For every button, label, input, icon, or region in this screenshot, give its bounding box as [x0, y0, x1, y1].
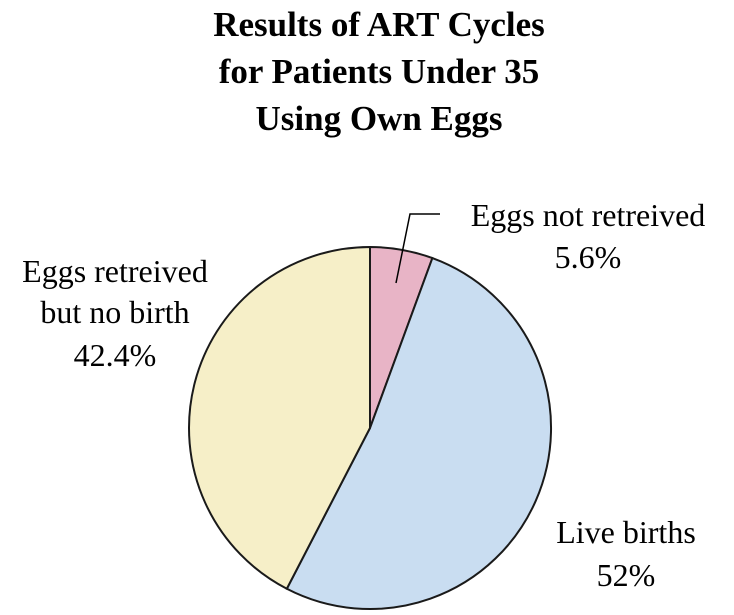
- slice-label-live-births: Live births 52%: [556, 514, 696, 593]
- label-retrieved-no-birth-line-1: Eggs retreived: [22, 253, 208, 289]
- slice-label-eggs-not-retrieved: Eggs not retreived 5.6%: [471, 197, 706, 275]
- pie-slices: [188, 245, 553, 610]
- label-retrieved-no-birth-line-2: but no birth: [40, 294, 189, 330]
- chart-title: Results of ART Cycles for Patients Under…: [213, 5, 545, 138]
- title-line-1: Results of ART Cycles: [213, 5, 545, 44]
- leader-line-eggs-not-retrieved: [395, 213, 440, 284]
- label-live-births-name: Live births: [556, 514, 696, 550]
- label-retrieved-no-birth-value: 42.4%: [74, 337, 157, 373]
- slice-retrieved-no-birth: [188, 245, 371, 591]
- label-eggs-not-retrieved-value: 5.6%: [555, 239, 622, 275]
- label-live-births-value: 52%: [597, 557, 656, 593]
- label-eggs-not-retrieved-name: Eggs not retreived: [471, 197, 706, 233]
- title-line-2: for Patients Under 35: [219, 52, 540, 91]
- title-line-3: Using Own Eggs: [255, 99, 502, 138]
- slice-live-births: [285, 256, 553, 610]
- slice-label-retrieved-no-birth: Eggs retreived but no birth 42.4%: [22, 253, 208, 373]
